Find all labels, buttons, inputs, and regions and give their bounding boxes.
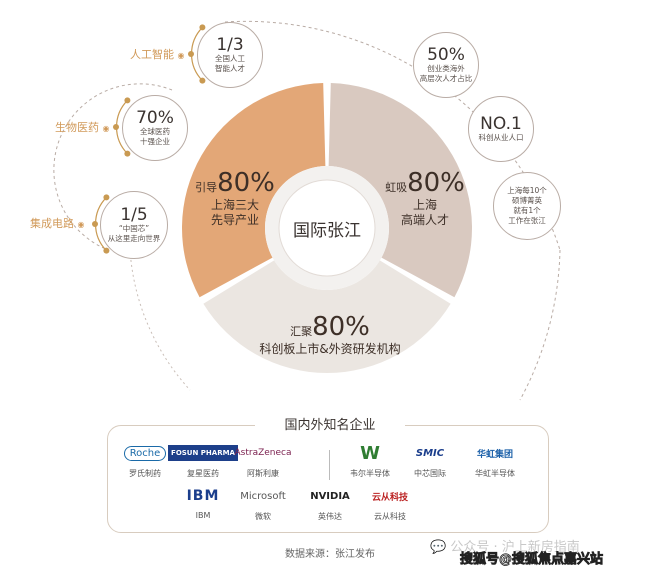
company-logo: AstraZeneca (234, 448, 292, 458)
company-name: IBM (195, 511, 211, 520)
company-name: 复星医药 (187, 469, 219, 478)
bubble-line: 从这里走向世界 (107, 234, 161, 243)
bubble-bio: 70% 全球医药 十强企业 (122, 95, 188, 161)
company-罗氏制药: Roche 罗氏制药 (105, 442, 185, 479)
company-name: 中芯国际 (414, 469, 446, 478)
bubble-line: 十强企业 (140, 137, 170, 146)
category-ai: 人工智能 ◉ (130, 48, 185, 61)
segment-line: 科创板上市&外资研发机构 (259, 342, 401, 356)
bubble-ic: 1/5 “中国芯” 从这里走向世界 (100, 191, 168, 259)
bubble-value: 70% (136, 108, 174, 128)
gold-dot (103, 194, 110, 201)
company-name: 罗氏制药 (129, 469, 161, 478)
data-source: 数据来源：张江发布 (285, 549, 375, 560)
company-复星医药: FOSUN PHARMA 复星医药 (163, 442, 243, 479)
company-华虹半导体: 华虹集团 华虹半导体 (455, 442, 535, 479)
segment-value: 80% (217, 168, 275, 198)
bubble-line: 工作在张江 (508, 216, 546, 225)
company-IBM: IBM IBM (163, 485, 243, 520)
watermark-wechat: 💬 公众号 · 沪上新房指南 (430, 540, 580, 555)
category-ic: 集成电路 ◉ (30, 217, 85, 230)
segment-lead-arc (182, 83, 326, 298)
company-中芯国际: SMIC 中芯国际 (390, 442, 470, 479)
company-logo: SMIC (415, 447, 445, 459)
company-logo: 华虹集团 (476, 449, 513, 460)
company-韦尔半导体: W 韦尔半导体 (330, 442, 410, 479)
gold-dot (113, 124, 119, 130)
segment-prefix: 引导 (195, 181, 218, 194)
bubble-ai: 1/3 全国人工 智能人才 (197, 22, 263, 88)
company-阿斯利康: AstraZeneca 阿斯利康 (223, 442, 303, 479)
company-name: 阿斯利康 (247, 469, 279, 478)
bubble-phd: 上海每10个 硕博菁英 就有1个 工作在张江 (493, 172, 561, 240)
bubble-line: 高层次人才占比 (419, 74, 473, 83)
divider (329, 450, 330, 480)
gold-dot (92, 221, 98, 227)
company-logo: W (360, 442, 380, 464)
bubble-value: 50% (427, 45, 465, 65)
gold-dot (103, 247, 110, 254)
gold-dot (124, 150, 131, 157)
dashed-arc-lower (519, 249, 561, 401)
segment-value: 80% (312, 312, 370, 342)
company-name: 华虹半导体 (475, 469, 515, 478)
company-name: 微软 (255, 512, 271, 521)
segment-gather: 汇聚80% 科创板上市&外资研发机构 (230, 312, 430, 357)
segment-line: 上海三大 (210, 198, 259, 212)
company-name: 英伟达 (318, 512, 342, 521)
company-logo: NVIDIA (310, 490, 350, 502)
segment-gather-arc (203, 260, 451, 373)
segment-line: 高端人才 (400, 213, 449, 227)
watermark-sohu: 搜狐号@搜狐焦点嘉兴站 (460, 552, 604, 568)
segment-prefix: 虹吸 (385, 181, 408, 194)
gold-dot (188, 51, 194, 57)
segment-value: 80% (407, 168, 465, 198)
segment-line: 先导产业 (210, 213, 259, 227)
bubble-overseas-talent: 50% 创业类海外 高层次人才占比 (413, 32, 479, 98)
company-name: 韦尔半导体 (350, 469, 390, 478)
company-logo: 云从科技 (371, 492, 408, 503)
category-bio: 生物医药 ◉ (55, 121, 110, 134)
bubble-line: 硕博菁英 (512, 196, 542, 205)
bubble-value: NO.1 (480, 114, 522, 134)
company-微软: Microsoft 微软 (223, 485, 303, 522)
center-title: 国际张江 (293, 221, 361, 241)
bubble-no1: NO.1 科创从业人口 (468, 96, 534, 162)
bubble-line: 全球医药 (140, 127, 170, 136)
bubble-value: 1/5 (120, 205, 148, 225)
segment-attract-arc (328, 83, 472, 298)
bubble-line: 就有1个 (513, 206, 541, 215)
bubble-line: 智能人才 (215, 64, 245, 73)
gold-dot (124, 97, 131, 104)
bubble-line: 上海每10个 (507, 186, 547, 195)
company-英伟达: NVIDIA 英伟达 (290, 485, 370, 522)
dashed-arc-left-lower (129, 249, 191, 391)
dashed-arc-left (53, 83, 173, 251)
company-logo: Roche (105, 442, 185, 464)
segment-lead: 引导80% 上海三大 先导产业 (180, 168, 290, 228)
bubble-line: “中国芯” (118, 224, 150, 233)
gold-dot (199, 77, 206, 84)
bubble-value: 1/3 (216, 35, 244, 55)
segment-prefix: 汇聚 (290, 325, 313, 338)
center-circle (278, 179, 376, 277)
bubble-line: 创业类海外 (427, 64, 465, 73)
segment-line: 上海 (412, 198, 437, 212)
wechat-icon: 💬 (430, 540, 447, 555)
company-logo: Microsoft (240, 490, 286, 502)
company-logo: FOSUN PHARMA (163, 442, 243, 464)
bubble-line: 科创从业人口 (478, 133, 524, 142)
company-logo: IBM (186, 488, 220, 504)
segment-attract: 虹吸80% 上海 高端人才 (370, 168, 480, 228)
company-云从科技: 云从科技 云从科技 (350, 485, 430, 522)
company-name: 云从科技 (374, 512, 406, 521)
companies-title: 国内外知名企业 (255, 414, 405, 433)
gold-dot (199, 24, 206, 31)
bubble-line: 全国人工 (215, 54, 245, 63)
